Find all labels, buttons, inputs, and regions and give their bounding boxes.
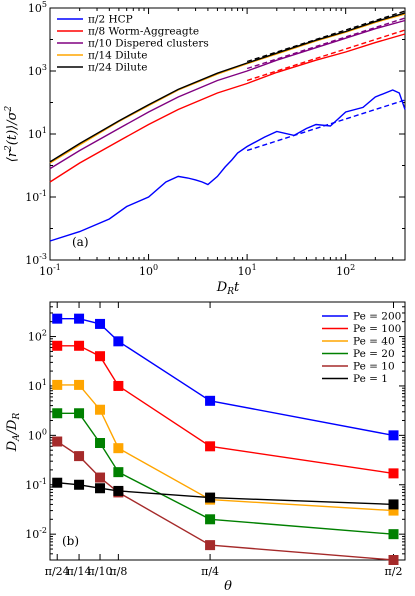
diffusion-data-marker xyxy=(52,408,63,419)
diffusion-data-marker xyxy=(113,485,124,496)
diffusion-y-axis-label: DA/DR xyxy=(5,413,22,453)
panel-b-label: (b) xyxy=(62,534,79,548)
diffusion-panel: π/24π/14π/10π/8 π/4 π/2 10-2 10-1 100 101 102 θ… xyxy=(5,301,406,594)
diffusion-series xyxy=(52,313,399,565)
diffusion-data-marker xyxy=(205,441,216,452)
diffusion-data-marker xyxy=(74,313,85,324)
diffusion-data-marker xyxy=(95,404,106,415)
diffusion-data-marker xyxy=(52,379,63,390)
diffusion-data-marker xyxy=(388,555,399,565)
diffusion-series-4 xyxy=(52,408,399,540)
msd-series-line-1 xyxy=(49,89,406,242)
diffusion-legend-label: Pe = 100 xyxy=(353,323,401,335)
msd-y-tick-label: 10-1 xyxy=(25,189,47,204)
msd-y-tick-label: 103 xyxy=(28,63,47,78)
msd-x-tick-label: 101 xyxy=(238,263,257,278)
diffusion-x-tick-label: π/2 xyxy=(385,565,403,578)
msd-series-line-5 xyxy=(49,12,406,163)
diffusion-data-marker xyxy=(95,351,106,362)
diffusion-data-marker xyxy=(205,540,216,551)
diffusion-data-marker xyxy=(113,467,124,478)
diffusion-x-axis-label: θ xyxy=(224,579,232,594)
diffusion-legend-label: Pe = 200 xyxy=(353,311,401,323)
diffusion-data-marker xyxy=(388,468,399,479)
diffusion-data-marker xyxy=(52,436,63,447)
diffusion-y-tick-label: 100 xyxy=(28,427,47,442)
diffusion-data-marker xyxy=(113,336,124,347)
msd-x-tick-label: 102 xyxy=(336,263,355,278)
diffusion-data-marker xyxy=(113,380,124,391)
msd-x-tick-label: 10-1 xyxy=(39,263,61,278)
diffusion-data-marker xyxy=(388,499,399,510)
msd-legend-label: π/2 HCP xyxy=(88,14,133,26)
msd-fit-line-2 xyxy=(246,29,406,82)
diffusion-ticks: π/24π/14π/10π/8 π/4 π/2 10-2 10-1 100 101 102 xyxy=(25,301,405,578)
msd-fit-line-3 xyxy=(246,17,406,70)
diffusion-data-marker xyxy=(95,472,106,483)
msd-x-axis-label: DRt xyxy=(216,280,240,297)
diffusion-data-marker xyxy=(205,395,216,406)
diffusion-data-marker xyxy=(205,492,216,503)
diffusion-series-2 xyxy=(52,340,399,479)
diffusion-data-marker xyxy=(74,340,85,351)
diffusion-data-marker xyxy=(113,443,124,454)
msd-fit-line-1 xyxy=(246,99,406,152)
diffusion-series-1 xyxy=(52,313,399,441)
diffusion-y-tick-label: 102 xyxy=(28,329,47,344)
msd-legend-label: π/10 Dispered clusters xyxy=(88,38,209,50)
msd-legend-label: π/8 Worm-Aggreagte xyxy=(88,26,199,38)
diffusion-y-tick-label: 10-1 xyxy=(25,477,47,492)
diffusion-legend-label: Pe = 10 xyxy=(353,361,395,373)
msd-x-tick-label: 100 xyxy=(139,263,158,278)
msd-series-line-2 xyxy=(49,33,406,183)
diffusion-data-marker xyxy=(388,505,399,516)
diffusion-data-marker xyxy=(74,451,85,462)
diffusion-data-marker xyxy=(95,438,106,449)
msd-series-line-3 xyxy=(49,19,406,170)
diffusion-y-tick-label: 10-2 xyxy=(25,526,47,541)
diffusion-plot-frame xyxy=(49,301,406,561)
diffusion-series-line xyxy=(57,412,394,535)
diffusion-data-marker xyxy=(95,318,106,329)
diffusion-data-marker xyxy=(74,479,85,490)
diffusion-data-marker xyxy=(52,340,63,351)
msd-fit-line-4 xyxy=(246,10,406,63)
panel-a-label: (a) xyxy=(72,235,89,249)
diffusion-series-6 xyxy=(52,477,399,510)
diffusion-legend-label: Pe = 20 xyxy=(353,348,395,360)
diffusion-x-tick-label: π/14 xyxy=(67,565,92,578)
msd-series xyxy=(49,12,406,242)
diffusion-data-marker xyxy=(52,477,63,488)
msd-y-axis-label: ⟨r2(t)⟩/σ2 xyxy=(4,106,20,163)
diffusion-legend-label: Pe = 40 xyxy=(353,336,395,348)
diffusion-data-marker xyxy=(52,313,63,324)
msd-y-tick-label: 105 xyxy=(28,0,47,15)
msd-fit-lines xyxy=(246,10,406,152)
diffusion-data-marker xyxy=(74,408,85,419)
diffusion-x-tick-label: π/4 xyxy=(201,565,219,578)
diffusion-data-marker xyxy=(388,529,399,540)
msd-legend-label: π/24 Dilute xyxy=(88,62,147,74)
diffusion-data-marker xyxy=(95,483,106,494)
msd-y-tick-label: 101 xyxy=(28,126,47,141)
diffusion-x-tick-label: π/8 xyxy=(109,565,127,578)
diffusion-y-tick-label: 101 xyxy=(28,378,47,393)
diffusion-legend-label: Pe = 1 xyxy=(353,373,388,385)
diffusion-data-marker xyxy=(388,430,399,441)
diffusion-x-tick-label: π/10 xyxy=(88,565,113,578)
diffusion-series-line xyxy=(57,318,394,437)
msd-legend-label: π/14 Dilute xyxy=(88,50,147,62)
diffusion-data-marker xyxy=(74,379,85,390)
diffusion-data-marker xyxy=(205,514,216,525)
msd-y-tick-label: 10-3 xyxy=(25,252,47,267)
diffusion-x-tick-label: π/24 xyxy=(45,565,70,578)
